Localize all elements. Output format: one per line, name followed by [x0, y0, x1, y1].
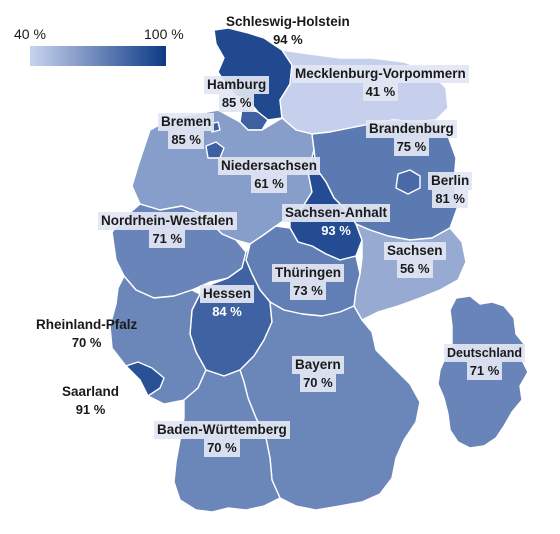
state-value: 56 %: [396, 260, 433, 278]
label-berlin: Berlin 81 %: [428, 172, 473, 208]
state-name: Nordrhein-Westfalen: [98, 212, 237, 230]
legend-max-label: 100 %: [144, 26, 184, 42]
state-bremen: [205, 141, 225, 159]
label-hamburg: Hamburg 85 %: [204, 76, 270, 112]
label-saarland: Saarland 91 %: [62, 383, 119, 419]
state-name: Hamburg: [204, 76, 270, 94]
label-niedersachsen: Niedersachsen 61 %: [218, 157, 321, 193]
state-value: 61 %: [251, 175, 287, 193]
label-nordrhein-westfalen: Nordrhein-Westfalen 71 %: [98, 212, 237, 248]
state-value: 91 %: [75, 402, 106, 417]
state-name: Bremen: [158, 113, 215, 131]
label-schleswig-holstein: Schleswig-Holstein 94 %: [226, 13, 350, 49]
state-name: Berlin: [428, 172, 473, 190]
state-name: Baden-Württemberg: [154, 421, 290, 439]
state-schleswig-holstein: [213, 27, 293, 121]
label-sachsen: Sachsen 56 %: [384, 242, 446, 278]
state-name: Thüringen: [272, 264, 344, 282]
label-bayern: Bayern 70 %: [292, 356, 344, 392]
state-value: 81 %: [432, 190, 468, 208]
state-value: 75 %: [393, 138, 430, 156]
label-bremen: Bremen 85 %: [158, 113, 215, 149]
state-value: 85 %: [168, 131, 204, 149]
label-hessen: Hessen 84 %: [200, 285, 255, 321]
state-value: 71 %: [149, 230, 186, 248]
state-value: 84 %: [212, 304, 242, 319]
legend-gradient-bar: [30, 46, 166, 66]
label-deutschland: Deutschland 71 %: [444, 344, 526, 380]
state-value: 70 %: [71, 335, 102, 350]
state-value: 73 %: [290, 282, 326, 300]
state-value: 94 %: [273, 32, 303, 47]
state-value: 93 %: [321, 223, 351, 238]
state-value: 70 %: [204, 439, 240, 457]
state-saarland: [125, 361, 165, 397]
label-baden-wuerttemberg: Baden-Württemberg 70 %: [154, 421, 290, 457]
national-name: Deutschland: [444, 344, 526, 362]
label-brandenburg: Brandenburg 75 %: [366, 120, 457, 156]
state-berlin: [395, 169, 421, 195]
state-name: Sachsen-Anhalt: [282, 204, 391, 222]
label-thueringen: Thüringen 73 %: [272, 264, 344, 300]
state-value: 70 %: [300, 374, 336, 392]
state-name: Brandenburg: [366, 120, 457, 138]
state-value: 41 %: [362, 83, 399, 101]
label-sachsen-anhalt: Sachsen-Anhalt 93 %: [282, 204, 391, 240]
state-name: Saarland: [62, 384, 120, 399]
state-name: Niedersachsen: [218, 157, 321, 175]
state-name: Schleswig-Holstein: [226, 14, 350, 29]
legend-min-label: 40 %: [14, 26, 46, 42]
state-value: 85 %: [218, 94, 255, 112]
state-name: Sachsen: [384, 242, 446, 260]
national-value: 71 %: [466, 362, 503, 380]
label-rheinland-pfalz: Rheinland-Pfalz 70 %: [36, 316, 137, 352]
state-name: Bayern: [292, 356, 344, 374]
label-mecklenburg-vorpommern: Mecklenburg-Vorpommern 41 %: [292, 65, 469, 101]
state-name: Rheinland-Pfalz: [36, 317, 138, 332]
state-name: Hessen: [200, 285, 255, 303]
state-name: Mecklenburg-Vorpommern: [292, 65, 469, 83]
